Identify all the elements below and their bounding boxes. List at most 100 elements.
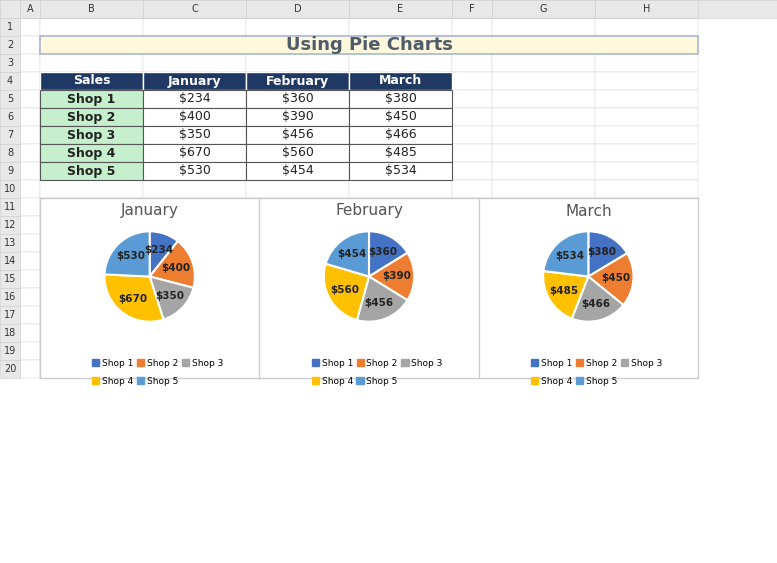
Bar [40, 108, 143, 126]
Bar [40, 72, 143, 90]
Bar [492, 216, 595, 234]
Bar [349, 90, 452, 108]
Text: $390: $390 [382, 271, 412, 282]
Bar [452, 36, 492, 54]
Bar [0, 72, 20, 90]
Bar [20, 162, 40, 180]
Bar [595, 288, 698, 306]
Bar [246, 198, 349, 216]
Bar [349, 126, 452, 144]
Text: $485: $485 [549, 286, 579, 296]
Bar [349, 234, 452, 252]
Bar [40, 162, 143, 180]
Bar [595, 360, 698, 378]
Bar [0, 324, 20, 342]
Bar [20, 54, 40, 72]
Text: Shop 4: Shop 4 [68, 146, 116, 159]
Bar [143, 324, 246, 342]
Bar [595, 324, 698, 342]
Bar [349, 72, 452, 90]
Bar [595, 0, 698, 18]
Text: $360: $360 [281, 92, 313, 105]
Text: 8: 8 [7, 148, 13, 158]
Bar [40, 54, 143, 72]
Bar [349, 198, 452, 216]
Bar [492, 36, 595, 54]
Text: H: H [643, 4, 650, 14]
Bar [143, 90, 246, 108]
Bar [246, 252, 349, 270]
Wedge shape [150, 241, 195, 288]
Bar [246, 72, 349, 90]
Text: $534: $534 [556, 251, 584, 261]
Bar [246, 144, 349, 162]
Bar [40, 342, 143, 360]
Bar [143, 126, 246, 144]
Bar [452, 180, 492, 198]
Bar [143, 18, 246, 36]
Text: $380: $380 [385, 92, 416, 105]
Bar [492, 90, 595, 108]
Bar [246, 18, 349, 36]
Bar [349, 90, 452, 108]
Bar [492, 234, 595, 252]
Text: 3: 3 [7, 58, 13, 68]
Bar [349, 252, 452, 270]
Bar [40, 36, 698, 54]
Bar [595, 108, 698, 126]
Bar [40, 180, 143, 198]
Bar [0, 234, 20, 252]
Bar [0, 198, 20, 216]
Bar [143, 198, 246, 216]
Bar [20, 90, 40, 108]
Bar [246, 36, 349, 54]
Bar [20, 108, 40, 126]
Bar [492, 270, 595, 288]
Wedge shape [543, 271, 588, 319]
Bar [143, 54, 246, 72]
Text: 10: 10 [4, 184, 16, 194]
Text: Shop 2: Shop 2 [68, 110, 116, 123]
Text: January: January [120, 203, 179, 218]
Bar [492, 72, 595, 90]
Bar [246, 234, 349, 252]
Bar [246, 162, 349, 180]
Bar [349, 270, 452, 288]
Bar [595, 90, 698, 108]
Text: Using Pie Charts: Using Pie Charts [286, 36, 452, 54]
Text: 14: 14 [4, 256, 16, 266]
Bar [349, 180, 452, 198]
Bar [143, 144, 246, 162]
Bar [143, 36, 246, 54]
Bar [246, 342, 349, 360]
Text: $350: $350 [179, 128, 211, 141]
Bar [0, 126, 20, 144]
Bar [143, 108, 246, 126]
Text: $530: $530 [179, 164, 211, 177]
Bar [40, 18, 143, 36]
Bar [40, 162, 143, 180]
Bar [452, 18, 492, 36]
Bar [0, 180, 20, 198]
Bar [595, 144, 698, 162]
Bar [452, 198, 492, 216]
Bar [349, 360, 452, 378]
Text: 13: 13 [4, 238, 16, 248]
Wedge shape [588, 231, 627, 276]
Bar [246, 108, 349, 126]
Bar [40, 108, 143, 126]
Bar [246, 90, 349, 108]
Legend: Shop 4, Shop 5: Shop 4, Shop 5 [308, 373, 401, 390]
Text: 11: 11 [4, 202, 16, 212]
Bar [492, 108, 595, 126]
Bar [492, 342, 595, 360]
Bar [0, 162, 20, 180]
Bar [20, 234, 40, 252]
Legend: Shop 4, Shop 5: Shop 4, Shop 5 [89, 373, 182, 390]
Bar [0, 0, 20, 18]
Bar [40, 144, 143, 162]
Text: $560: $560 [281, 146, 313, 159]
Bar [40, 198, 143, 216]
Text: 9: 9 [7, 166, 13, 176]
Bar [143, 306, 246, 324]
